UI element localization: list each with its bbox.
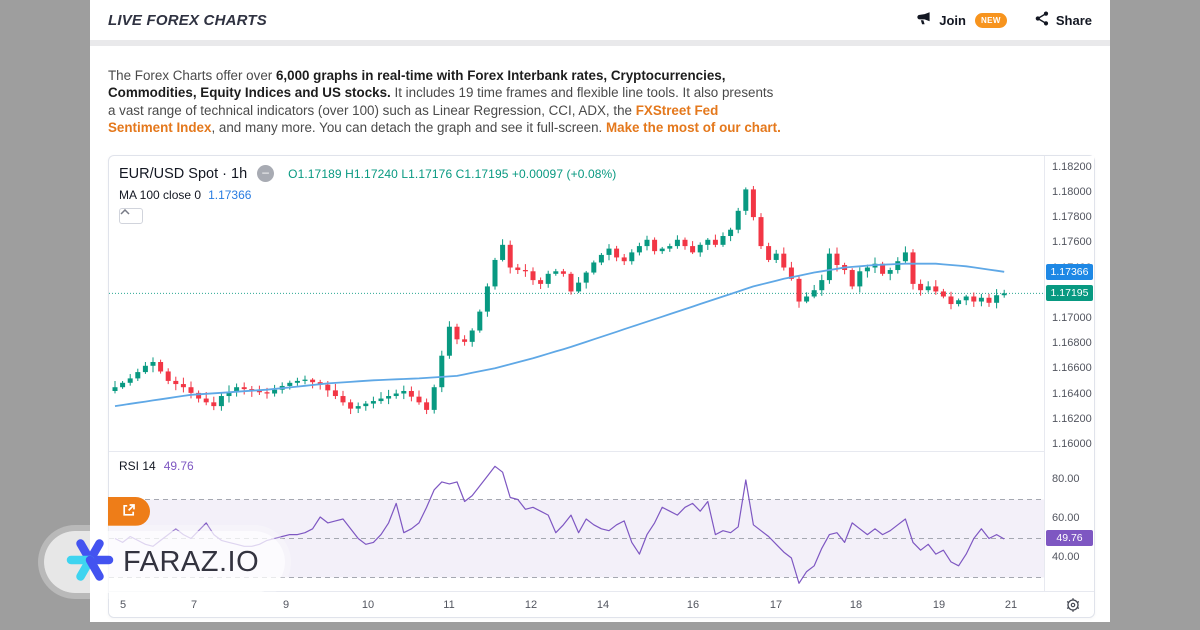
share-label: Share bbox=[1055, 12, 1092, 28]
detach-chart-button[interactable] bbox=[108, 497, 150, 526]
price-tick-label: 1.16000 bbox=[1052, 437, 1092, 450]
page-title: LIVE FOREX CHARTS bbox=[108, 11, 267, 29]
ma-value: 1.17366 bbox=[208, 188, 252, 202]
new-badge: NEW bbox=[974, 12, 1007, 28]
price-tick-label: 1.17600 bbox=[1052, 236, 1092, 249]
faraz-watermark[interactable]: FARAZ.IO bbox=[44, 531, 286, 593]
ma-label: MA 100 close 0 bbox=[119, 188, 202, 202]
collapse-pane-button[interactable] bbox=[119, 208, 143, 224]
time-axis-label: 16 bbox=[686, 599, 700, 611]
price-tick-label: 1.17800 bbox=[1052, 211, 1092, 224]
time-axis-label: 5 bbox=[119, 599, 127, 611]
intro-segment: Make the most of our chart. bbox=[605, 120, 781, 136]
candlestick-chart[interactable] bbox=[109, 156, 1046, 451]
time-axis-label: 10 bbox=[361, 599, 375, 611]
time-axis-label: 21 bbox=[1004, 599, 1018, 611]
price-axis[interactable]: 1.182001.180001.178001.176001.174001.172… bbox=[1044, 156, 1094, 593]
top-bar: LIVE FOREX CHARTS Join NEW Share bbox=[90, 0, 1110, 40]
time-axis-label: 17 bbox=[769, 599, 783, 611]
price-tick-label: 1.16800 bbox=[1052, 337, 1092, 350]
last-price-badge: 1.17195 bbox=[1046, 285, 1093, 302]
price-tick-label: 1.17000 bbox=[1052, 311, 1092, 324]
price-legend: EUR/USD Spot · 1h – O1.17189 H1.17240 L1… bbox=[119, 165, 616, 182]
share-icon bbox=[1035, 11, 1049, 29]
megaphone-icon bbox=[916, 11, 932, 29]
intro-segment: The Forex Charts offer over bbox=[108, 68, 276, 83]
time-axis-label: 11 bbox=[443, 599, 455, 611]
external-link-icon bbox=[121, 502, 137, 521]
time-axis-label: 19 bbox=[932, 599, 946, 611]
gear-icon[interactable] bbox=[1065, 597, 1081, 618]
price-tick-label: 1.16600 bbox=[1052, 362, 1092, 375]
price-tick-label: 1.18200 bbox=[1052, 160, 1092, 173]
join-button[interactable]: Join NEW bbox=[916, 11, 1007, 29]
rsi-legend: RSI 14 49.76 bbox=[119, 459, 194, 473]
time-axis-label: 18 bbox=[849, 599, 863, 611]
rsi-tick-label: 60.00 bbox=[1052, 512, 1080, 524]
time-axis-label: 14 bbox=[596, 599, 610, 611]
intro-segment: It includes 19 time frames and flexible … bbox=[108, 85, 774, 118]
intro-segment: 6,000 graphs in real-time with Forex Int… bbox=[108, 68, 726, 101]
header-divider bbox=[90, 40, 1110, 46]
join-label: Join bbox=[939, 12, 966, 28]
intro-segment: , and many more. You can detach the grap… bbox=[211, 120, 606, 136]
time-axis-label: 9 bbox=[282, 599, 290, 611]
ohlc-readout: O1.17189 H1.17240 L1.17176 C1.17195 +0.0… bbox=[288, 166, 617, 181]
rsi-tick-label: 40.00 bbox=[1052, 551, 1080, 563]
rsi-tick-label: 80.00 bbox=[1052, 473, 1080, 485]
intro-segment: FXStreet Fed Sentiment Index bbox=[108, 102, 719, 136]
chart-card: EUR/USD Spot · 1h – O1.17189 H1.17240 L1… bbox=[108, 155, 1095, 618]
top-bar-actions: Join NEW Share bbox=[916, 11, 1092, 29]
faraz-logo-text: FARAZ.IO bbox=[123, 545, 260, 578]
time-axis-label: 7 bbox=[190, 599, 198, 611]
ma-price-badge: 1.17366 bbox=[1046, 263, 1093, 280]
faraz-logo-icon bbox=[66, 536, 114, 589]
page-card: LIVE FOREX CHARTS Join NEW Share The For… bbox=[90, 0, 1110, 622]
price-pane[interactable]: EUR/USD Spot · 1h – O1.17189 H1.17240 L1… bbox=[109, 156, 1046, 451]
rsi-value: 49.76 bbox=[163, 459, 194, 473]
ma-legend: MA 100 close 0 1.17366 bbox=[119, 188, 251, 202]
time-axis-label: 12 bbox=[524, 599, 538, 611]
symbol-title[interactable]: EUR/USD Spot · 1h bbox=[119, 165, 248, 182]
price-tick-label: 1.16400 bbox=[1052, 387, 1092, 400]
intro-paragraph: The Forex Charts offer over 6,000 graphs… bbox=[108, 67, 784, 137]
collapse-circle-icon[interactable]: – bbox=[257, 165, 275, 182]
rsi-value-badge: 49.76 bbox=[1046, 529, 1093, 546]
rsi-label: RSI 14 bbox=[119, 459, 156, 473]
share-button[interactable]: Share bbox=[1035, 11, 1092, 29]
price-tick-label: 1.18000 bbox=[1052, 185, 1092, 198]
price-tick-label: 1.16200 bbox=[1052, 412, 1092, 425]
time-axis[interactable]: 5 7 9 10 11 12 14 16 17 18 19 21 bbox=[109, 591, 1094, 617]
